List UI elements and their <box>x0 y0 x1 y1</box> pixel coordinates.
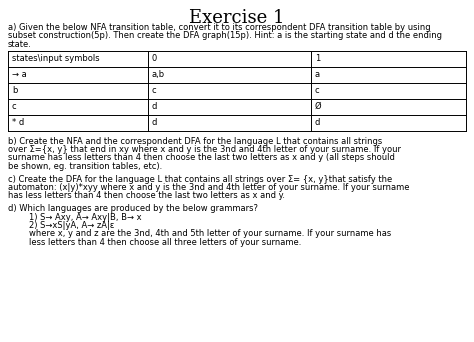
Text: subset construction(5p). Then create the DFA graph(15p). Hint: a is the starting: subset construction(5p). Then create the… <box>8 31 442 40</box>
Text: c) Create the DFA for the language L that contains all strings over Σ= {x, y}tha: c) Create the DFA for the language L tha… <box>8 174 392 184</box>
Text: a) Given the below NFA transition table, convert it to its correspondent DFA tra: a) Given the below NFA transition table,… <box>8 23 430 32</box>
Text: surname has less letters than 4 then choose the last two letters as x and y (all: surname has less letters than 4 then cho… <box>8 154 395 162</box>
Text: less letters than 4 then choose all three letters of your surname.: less letters than 4 then choose all thre… <box>8 238 301 247</box>
Text: 1: 1 <box>315 54 320 63</box>
Text: c: c <box>12 102 17 111</box>
Text: Ø: Ø <box>315 102 322 111</box>
Text: d: d <box>152 118 157 127</box>
Text: d: d <box>315 118 320 127</box>
Text: 2) S→xS|yA, A→ zA|ε: 2) S→xS|yA, A→ zA|ε <box>8 221 114 230</box>
Text: state.: state. <box>8 40 32 49</box>
Text: Exercise 1: Exercise 1 <box>189 9 285 27</box>
Text: d: d <box>152 102 157 111</box>
Text: b: b <box>12 86 18 95</box>
Text: automaton: (x|y)*xyy where x and y is the 3nd and 4th letter of your surname. If: automaton: (x|y)*xyy where x and y is th… <box>8 183 410 192</box>
Text: over Σ={x, y} that end in xy where x and y is the 3nd and 4th letter of your sur: over Σ={x, y} that end in xy where x and… <box>8 145 401 154</box>
Text: where x, y and z are the 3nd, 4th and 5th letter of your surname. If your surnam: where x, y and z are the 3nd, 4th and 5t… <box>8 229 391 238</box>
Text: a: a <box>315 70 320 79</box>
Text: d) Which languages are produced by the below grammars?: d) Which languages are produced by the b… <box>8 204 258 213</box>
Text: c: c <box>152 86 156 95</box>
Text: 0: 0 <box>152 54 157 63</box>
Text: a,b: a,b <box>152 70 165 79</box>
Text: states\input symbols: states\input symbols <box>12 54 100 63</box>
Text: be shown, eg. transition tables, etc).: be shown, eg. transition tables, etc). <box>8 162 162 171</box>
Text: * d: * d <box>12 118 24 127</box>
Text: b) Create the NFA and the correspondent DFA for the language L that contains all: b) Create the NFA and the correspondent … <box>8 136 382 145</box>
Text: has less letters than 4 then choose the last two letters as x and y.: has less letters than 4 then choose the … <box>8 192 285 200</box>
Text: 1) S→ Axy, A→ Axy|B, B→ x: 1) S→ Axy, A→ Axy|B, B→ x <box>8 212 142 222</box>
Text: → a: → a <box>12 70 27 79</box>
Text: c: c <box>315 86 319 95</box>
